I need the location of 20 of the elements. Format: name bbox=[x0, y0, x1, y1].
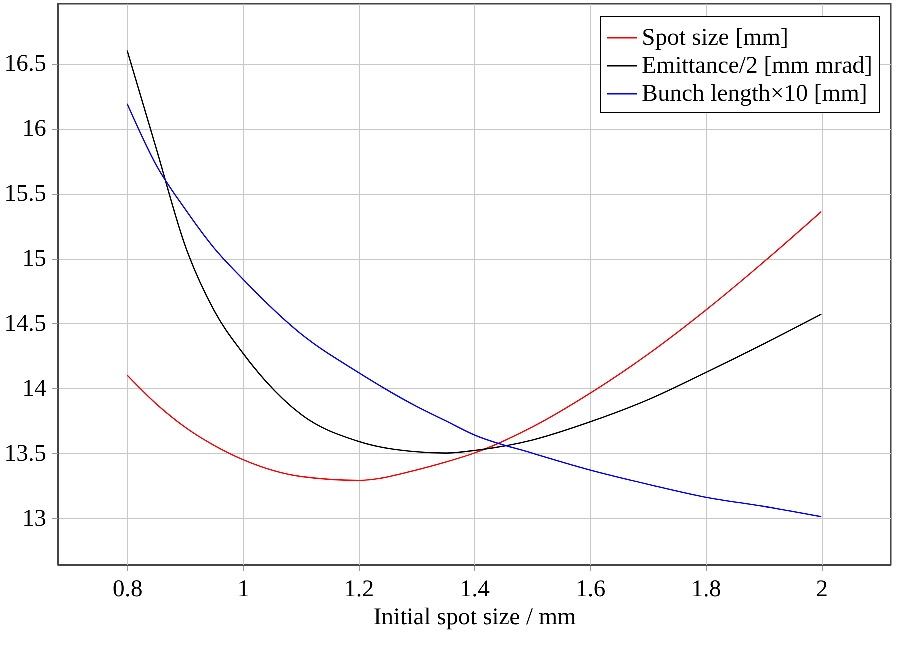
line-series bbox=[126, 211, 822, 482]
y-tick-label: 15 bbox=[22, 246, 46, 272]
x-tick-label: 1 bbox=[238, 576, 250, 602]
x-tick-label: 0.8 bbox=[112, 576, 143, 602]
x-tick-label: 1.6 bbox=[576, 576, 606, 602]
legend-label: Emittance/2 [mm mrad] bbox=[642, 53, 873, 79]
y-tick-label: 14.5 bbox=[4, 310, 46, 337]
y-tick-label: 13.5 bbox=[4, 440, 46, 467]
x-tick-label: 2 bbox=[816, 576, 828, 602]
y-tick-label: 16.5 bbox=[4, 51, 46, 78]
legend-label: Bunch length×10 [mm] bbox=[642, 81, 868, 107]
y-tick-label: 15.5 bbox=[4, 181, 46, 208]
x-tick-label: 1.2 bbox=[344, 576, 374, 602]
y-tick-label: 16 bbox=[22, 116, 46, 142]
x-tick-label: 1.4 bbox=[460, 576, 490, 602]
y-tick-label: 13 bbox=[22, 506, 46, 532]
x-tick-label: 1.8 bbox=[691, 576, 722, 602]
x-axis-title: Initial spot size / mm bbox=[374, 604, 577, 630]
legend-label: Spot size [mm] bbox=[642, 25, 789, 51]
y-tick-label: 14 bbox=[22, 376, 46, 402]
